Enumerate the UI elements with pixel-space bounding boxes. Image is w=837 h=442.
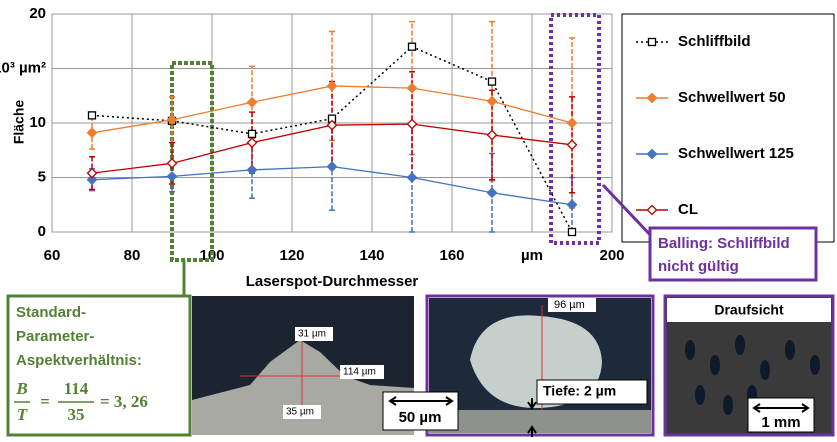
y-tick-label: 20	[29, 5, 46, 22]
y-tick-label: 10	[29, 114, 46, 131]
connector	[601, 183, 657, 242]
photo-label: 35 µm	[286, 407, 314, 418]
marker	[406, 172, 418, 183]
photo-profile	[192, 340, 414, 435]
label-bg	[295, 327, 333, 341]
standard-box	[6, 294, 192, 437]
x-tick-label: µm	[521, 247, 543, 264]
marker	[326, 119, 338, 131]
legend-label: Schwellwert 50	[678, 89, 786, 106]
x-label: Laserspot-Durchmesser	[246, 273, 419, 290]
legend-label: CL	[678, 201, 698, 218]
photo-title: Draufsicht	[714, 302, 784, 318]
highlight-purple	[549, 13, 601, 245]
y-tick-label: 0	[38, 223, 46, 240]
photo-texture	[685, 335, 820, 415]
label-bg	[283, 405, 321, 419]
x-tick-label: 80	[124, 247, 141, 264]
marker	[86, 174, 98, 186]
legend-marker	[647, 37, 657, 47]
title-bg	[667, 298, 831, 322]
y-tick-label: 10³ µm²	[0, 59, 46, 76]
photo-label: 114 µm	[343, 367, 376, 378]
x-tick-label: 120	[279, 247, 304, 264]
formula: 114	[64, 379, 89, 398]
marker	[326, 80, 338, 92]
photo-label: 1 mm	[761, 414, 800, 431]
legend-marker	[646, 204, 658, 216]
y-label: Fläche	[11, 100, 27, 145]
marker	[406, 118, 418, 130]
formula: T	[17, 405, 28, 424]
marker	[406, 82, 418, 94]
label-bg	[340, 365, 384, 379]
x-tick-label: 200	[599, 247, 624, 264]
label-bg	[536, 379, 648, 405]
annotation: nicht gültig	[658, 258, 739, 275]
marker	[566, 117, 578, 129]
marker	[567, 227, 577, 237]
marker	[566, 199, 578, 211]
x-tick-label: 60	[44, 247, 61, 264]
formula: 35	[68, 405, 85, 424]
marker	[407, 42, 417, 51]
marker	[326, 161, 338, 173]
balling-box	[648, 226, 818, 282]
x-tick-label: 140	[359, 247, 384, 264]
scale-arrow	[752, 403, 810, 413]
scale-arrow	[388, 396, 454, 406]
photo-substrate	[429, 410, 651, 433]
marker	[87, 111, 97, 120]
x-tick-label: 160	[439, 247, 464, 264]
legend-box	[621, 13, 835, 243]
annotation: Parameter-	[16, 328, 94, 345]
marker	[246, 96, 258, 108]
formula: = 3, 26	[100, 392, 148, 411]
photo-label: 96 µm	[554, 299, 585, 311]
marker	[486, 187, 498, 199]
marker	[566, 139, 578, 151]
y-tick-label: 5	[38, 168, 46, 185]
legend-label: Schliffbild	[678, 33, 751, 50]
photo-label: 31 µm	[298, 329, 326, 340]
marker	[166, 170, 178, 182]
formula: B	[15, 379, 27, 398]
annotation: Balling: Schliffbild	[658, 235, 790, 252]
marker	[487, 77, 497, 86]
photo-label: 50 µm	[399, 409, 442, 426]
legend-marker	[646, 148, 658, 160]
legend-label: Schwellwert 125	[678, 145, 794, 162]
photo-label: Tiefe: 2 µm	[543, 383, 616, 399]
marker	[246, 137, 258, 149]
marker	[86, 127, 98, 139]
marker	[486, 129, 498, 141]
marker	[166, 157, 178, 169]
marker	[486, 95, 498, 107]
marker	[247, 129, 257, 139]
label-bg	[548, 298, 596, 312]
depth-arrow	[527, 398, 537, 437]
legend-marker	[646, 92, 658, 104]
marker	[166, 114, 178, 126]
marker	[86, 167, 98, 179]
marker	[246, 164, 258, 176]
formula: =	[40, 392, 50, 411]
annotation: Standard-	[16, 304, 86, 321]
annotation: Aspektverhältnis:	[16, 352, 142, 369]
